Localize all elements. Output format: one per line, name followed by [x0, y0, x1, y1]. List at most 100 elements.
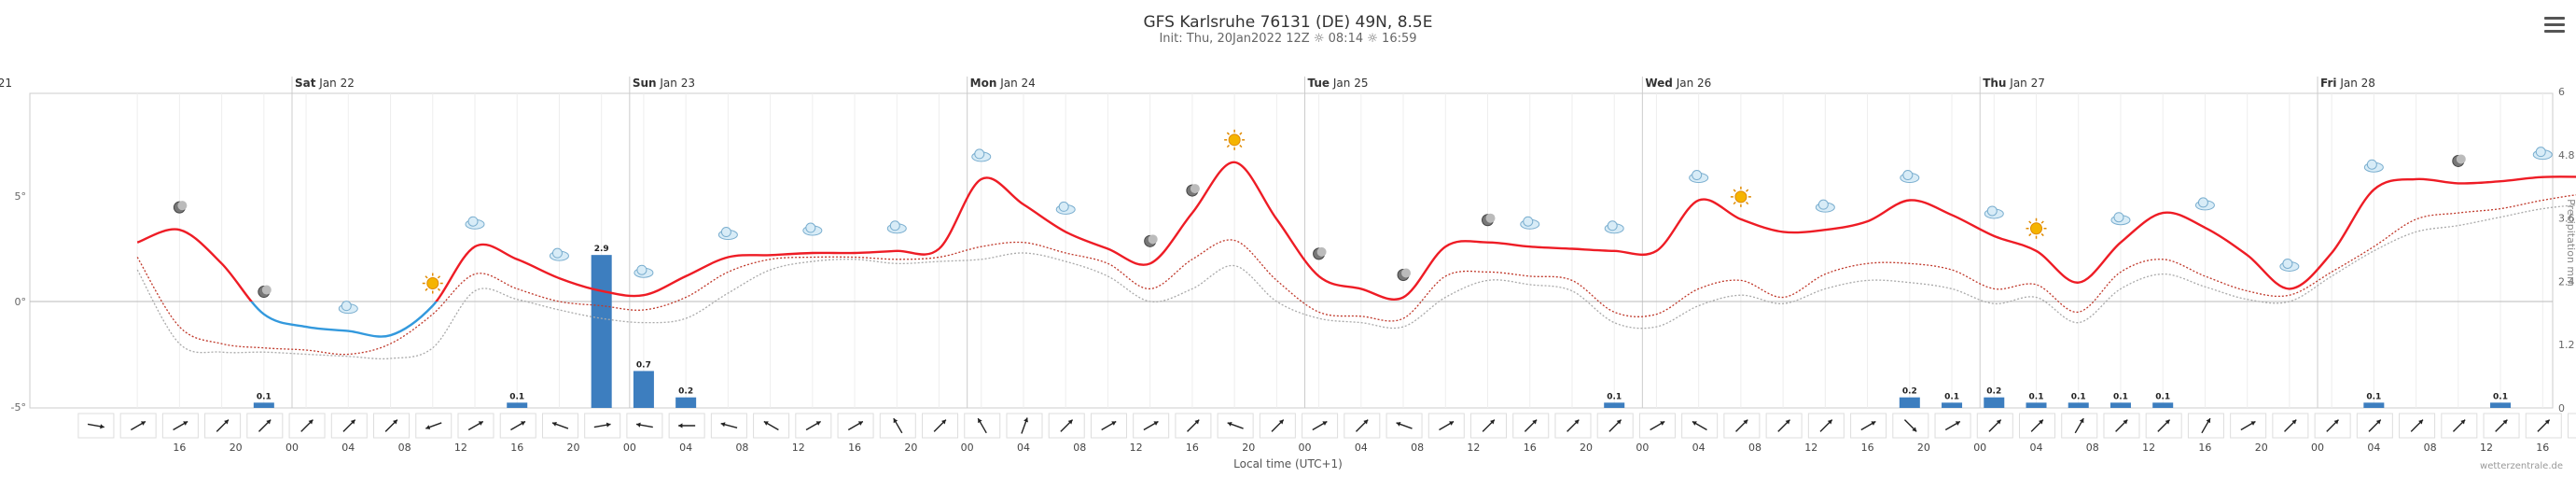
sun-ray	[1239, 132, 1243, 135]
cloud-puff	[551, 247, 563, 259]
wind-arrow-head	[1871, 421, 1876, 426]
wind-arrow-head	[350, 419, 355, 425]
credit-text: wetterzentrale.de	[2480, 461, 2563, 471]
wind-arrow-head	[1827, 419, 1832, 425]
wind-box	[2019, 413, 2056, 439]
hour-tick-label: 00	[285, 442, 299, 454]
right-tick-label: 0	[2558, 402, 2565, 414]
precip-label: 0.1	[2113, 392, 2128, 401]
wind-arrow-head	[1955, 421, 1960, 426]
sun-ray	[1746, 189, 1749, 192]
wind-arrow-head	[2039, 419, 2043, 425]
cloud-puff	[2535, 147, 2546, 158]
cloud-puff	[1523, 216, 1534, 227]
wind-arrow-head	[1067, 419, 1073, 425]
wind-arrow-head	[1912, 427, 1917, 432]
cloud-puff	[720, 227, 731, 238]
cloud-puff	[341, 301, 352, 312]
day-label: Sat Jan 22	[295, 77, 355, 90]
precip-bar	[2026, 402, 2047, 408]
sun-ray	[2028, 220, 2032, 224]
hour-tick-label: 04	[1017, 442, 1030, 454]
hour-tick-label: 00	[1973, 442, 1986, 454]
wind-arrow-head	[183, 421, 188, 426]
wind-box	[584, 413, 621, 439]
precip-bar	[1899, 397, 1920, 408]
day-label: Wed Jan 26	[1645, 77, 1711, 90]
wind-arrow-head	[2460, 419, 2466, 425]
wind-arrow-head	[606, 422, 611, 428]
hour-tick-label: 20	[904, 442, 917, 454]
hour-tick-label: 12	[2480, 442, 2493, 454]
wind-box	[2567, 413, 2576, 439]
sun-icon	[2030, 222, 2043, 235]
precip-label: 0.1	[2366, 392, 2381, 401]
cloud-puff	[2113, 212, 2124, 223]
sun-ray	[437, 288, 441, 291]
temperature-line	[136, 161, 2576, 302]
sun-ray	[2040, 232, 2044, 237]
wind-arrow-head	[1023, 417, 1029, 423]
sun-ray	[2040, 220, 2044, 224]
wind-arrow-head	[2375, 419, 2381, 425]
wind-arrow-head	[2250, 421, 2256, 426]
hour-tick-label: 12	[1467, 442, 1480, 454]
menu-bar	[2544, 30, 2565, 33]
precip-label: 0.1	[2493, 392, 2508, 401]
hour-tick-label: 12	[2142, 442, 2155, 454]
precip-label: 0.1	[2071, 392, 2086, 401]
hour-tick-label: 16	[173, 442, 186, 454]
hour-tick-label: 04	[679, 442, 692, 454]
hour-tick-label: 16	[1186, 442, 1199, 454]
precip-bar	[253, 402, 274, 408]
chart-subtitle: Init: Thu, 20Jan2022 12Z ☼ 08:14 ☼ 16:59	[0, 32, 2576, 46]
hour-tick-label: 12	[1804, 442, 1817, 454]
precip-label: 0.2	[1986, 387, 2001, 397]
day-label: Fri Jan 28	[2320, 77, 2375, 90]
hour-tick-label: 04	[1355, 442, 1368, 454]
left-tick-label: -5°	[11, 401, 26, 414]
precip-bar	[591, 255, 612, 408]
wind-arrow-head	[1692, 421, 1697, 426]
day-label: Sun Jan 23	[633, 77, 695, 90]
hamburger-menu-icon[interactable]	[2544, 17, 2565, 34]
hour-tick-label: 16	[1524, 442, 1537, 454]
hour-tick-label: 04	[341, 442, 355, 454]
wind-arrow-head	[521, 421, 526, 426]
moon-shade	[1148, 234, 1158, 245]
wind-arrow-head	[224, 419, 229, 425]
wind-arrow-head	[266, 419, 272, 425]
wind-arrow-head	[1363, 419, 1369, 425]
wind-arrow-head	[2123, 419, 2128, 425]
hour-tick-label: 08	[1748, 442, 1761, 454]
wind-arrow-head	[1743, 419, 1748, 425]
menu-bar	[2544, 23, 2565, 26]
hour-tick-label: 20	[567, 442, 580, 454]
cloud-puff	[1902, 170, 1914, 181]
right-tick-label: 6	[2558, 86, 2565, 98]
moon-shade	[1316, 246, 1327, 257]
right-tick-label: 2.4	[2558, 275, 2575, 288]
wind-arrow-head	[2544, 419, 2550, 425]
sun-icon	[1228, 133, 1241, 147]
hour-tick-label: 08	[398, 442, 411, 454]
wind-arrow-head	[2206, 418, 2211, 424]
right-tick-label: 4.8	[2558, 149, 2575, 161]
hour-tick-label: 20	[1242, 442, 1255, 454]
wind-arrow-head	[1194, 419, 1200, 425]
cloud-puff	[974, 148, 985, 160]
precip-bar	[2110, 402, 2131, 408]
wind-arrow-head	[2418, 419, 2423, 425]
hour-tick-label: 12	[1130, 442, 1143, 454]
hour-tick-label: 16	[1861, 442, 1874, 454]
hour-tick-label: 16	[510, 442, 523, 454]
x-axis-label: Local time (UTC+1)	[1233, 457, 1343, 470]
precip-bar	[1942, 402, 1963, 408]
hour-tick-label: 16	[2198, 442, 2211, 454]
right-tick-label: 3.6	[2558, 213, 2575, 225]
wind-arrow-head	[1616, 419, 1622, 425]
right-axis-label: Precipitation mm	[2565, 199, 2576, 287]
precip-label: 0.7	[636, 360, 651, 370]
dewpoint-line	[136, 194, 2576, 356]
hour-tick-label: 12	[792, 442, 805, 454]
